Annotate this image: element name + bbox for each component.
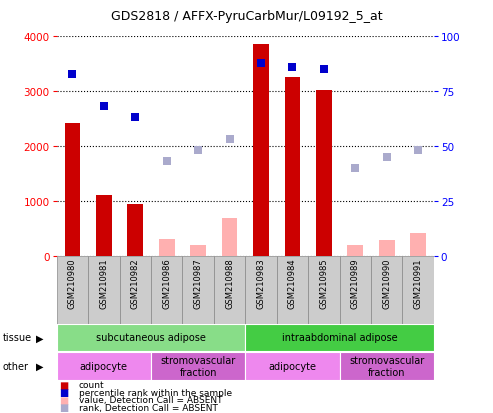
Text: value, Detection Call = ABSENT: value, Detection Call = ABSENT (79, 395, 222, 404)
Bar (340, 256, 371, 324)
Bar (127, 204, 143, 256)
Point (257, 60, 265, 67)
Text: ■: ■ (59, 380, 69, 390)
Point (320, 67, 328, 74)
Bar (222, 219, 238, 256)
Text: other: other (2, 361, 29, 371)
Bar (151, 352, 245, 380)
Bar (57, 324, 245, 351)
Bar (348, 246, 363, 256)
Bar (119, 256, 151, 324)
Text: GSM210988: GSM210988 (225, 258, 234, 309)
Text: stromovascular
fraction: stromovascular fraction (349, 355, 424, 377)
Text: GSM210985: GSM210985 (319, 258, 328, 309)
Bar (96, 196, 112, 256)
Text: adipocyte: adipocyte (268, 361, 317, 371)
Point (288, 64, 296, 71)
Text: GSM210987: GSM210987 (194, 258, 203, 309)
Bar (214, 256, 246, 324)
Bar (245, 256, 277, 324)
Point (383, 154, 390, 161)
Bar (371, 256, 402, 324)
Text: count: count (79, 380, 105, 389)
Text: subcutaneous adipose: subcutaneous adipose (96, 332, 206, 343)
Text: stromovascular
fraction: stromovascular fraction (161, 355, 236, 377)
Bar (308, 256, 340, 324)
Text: GSM210984: GSM210984 (288, 258, 297, 309)
Text: percentile rank within the sample: percentile rank within the sample (79, 388, 232, 397)
Point (352, 165, 359, 172)
Text: GDS2818 / AFFX-PyruCarbMur/L09192_5_at: GDS2818 / AFFX-PyruCarbMur/L09192_5_at (111, 10, 382, 23)
Bar (316, 91, 332, 256)
Text: rank, Detection Call = ABSENT: rank, Detection Call = ABSENT (79, 403, 218, 412)
Bar (245, 324, 434, 351)
Text: GSM210980: GSM210980 (68, 258, 77, 309)
Bar (57, 352, 151, 380)
Bar (253, 45, 269, 256)
Bar (182, 256, 214, 324)
Text: GSM210991: GSM210991 (414, 258, 423, 309)
Bar (159, 239, 175, 256)
Text: ▶: ▶ (35, 361, 43, 371)
Bar (340, 352, 434, 380)
Bar (402, 256, 434, 324)
Point (100, 104, 108, 111)
Text: ■: ■ (59, 387, 69, 397)
Bar (379, 241, 394, 256)
Text: GSM210990: GSM210990 (382, 258, 391, 309)
Bar (277, 256, 308, 324)
Text: adipocyte: adipocyte (80, 361, 128, 371)
Point (194, 148, 202, 154)
Point (131, 115, 139, 121)
Point (69, 71, 76, 78)
Text: ▶: ▶ (35, 332, 43, 343)
Point (414, 148, 422, 154)
Bar (284, 78, 300, 256)
Text: intraabdominal adipose: intraabdominal adipose (282, 332, 397, 343)
Bar (65, 123, 80, 256)
Bar (245, 352, 340, 380)
Text: GSM210982: GSM210982 (131, 258, 140, 309)
Text: GSM210981: GSM210981 (99, 258, 108, 309)
Text: ■: ■ (59, 402, 69, 412)
Text: tissue: tissue (2, 332, 32, 343)
Bar (151, 256, 182, 324)
Text: GSM210983: GSM210983 (256, 258, 266, 309)
Text: ■: ■ (59, 395, 69, 405)
Point (226, 137, 234, 143)
Bar (190, 245, 206, 256)
Text: GSM210986: GSM210986 (162, 258, 171, 309)
Bar (410, 233, 426, 256)
Bar (57, 256, 88, 324)
Point (163, 159, 171, 165)
Text: GSM210989: GSM210989 (351, 258, 360, 309)
Bar (88, 256, 119, 324)
